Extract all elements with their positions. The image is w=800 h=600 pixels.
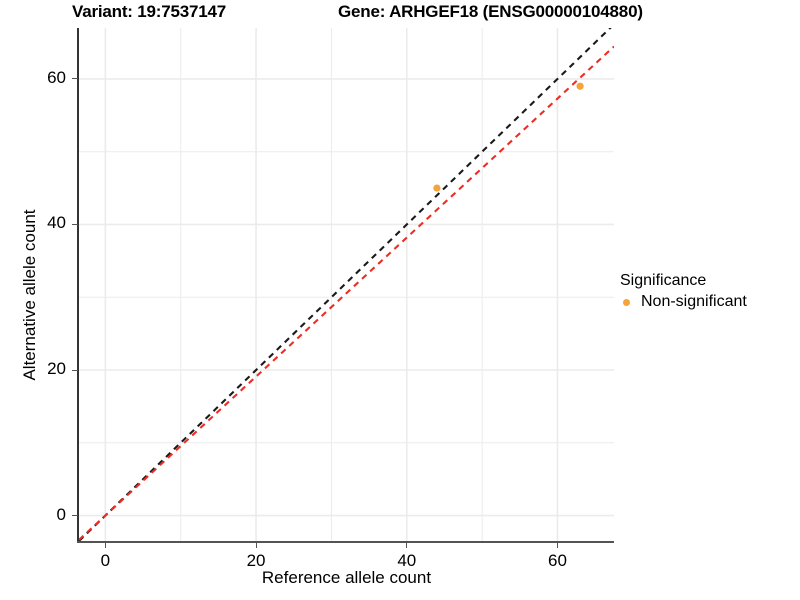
data-point[interactable] [576, 82, 584, 90]
y-axis-tick [72, 223, 78, 225]
y-axis-tick [72, 515, 78, 517]
legend-item-label: Non-significant [641, 293, 747, 310]
variant-title: Variant: 19:7537147 [72, 2, 227, 21]
plot-title-row: Variant: 19:7537147 Gene: ARHGEF18 (ENSG… [0, 2, 800, 28]
legend-title: Significance [620, 272, 707, 289]
fitted-ratio-line [79, 45, 614, 541]
x-axis-tick-label: 60 [548, 551, 567, 570]
legend-items: Non-significant [618, 293, 798, 311]
y-axis-line [77, 28, 79, 541]
x-axis-title: Reference allele count [261, 568, 432, 587]
x-axis-tick [255, 543, 257, 548]
x-axis-tick [556, 543, 558, 548]
y-axis-tick-label: 60 [47, 67, 66, 87]
data-point[interactable] [433, 184, 441, 192]
x-axis-tick [406, 543, 408, 548]
y-axis-tick-label: 0 [56, 504, 66, 524]
legend: Significance Non-significant [618, 272, 798, 311]
x-axis-tick-label: 20 [246, 551, 266, 570]
legend-key [618, 294, 635, 311]
y-axis-title: Alternative allele count [20, 209, 39, 381]
legend-point-icon [623, 298, 630, 306]
y-axis-tick-label: 40 [47, 213, 66, 233]
x-axis-tick-label: 0 [100, 551, 111, 570]
plot-panel [79, 28, 614, 541]
x-axis-line [77, 541, 614, 543]
gene-title: Gene: ARHGEF18 (ENSG00000104880) [338, 2, 643, 21]
y-axis-tick [72, 369, 78, 371]
y-axis-tick-label: 20 [47, 359, 66, 378]
x-axis-tick [104, 543, 106, 548]
legend-item[interactable]: Non-significant [618, 293, 798, 311]
plot-canvas [79, 28, 614, 541]
y-axis-tick [72, 78, 78, 80]
x-axis-tick-label: 40 [397, 551, 417, 570]
identity-line [79, 28, 612, 541]
